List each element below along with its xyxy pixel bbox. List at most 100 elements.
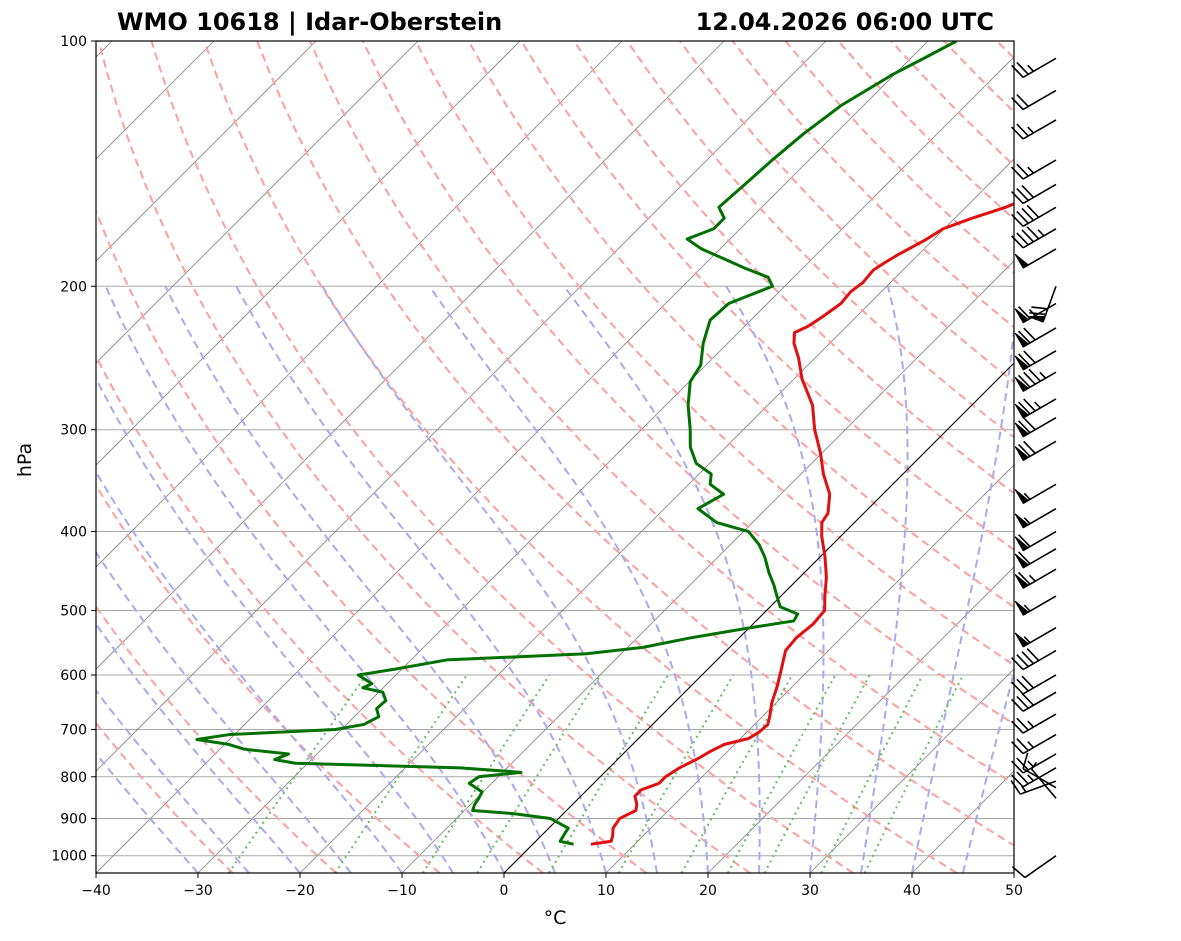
isotherm--100: [96, 41, 317, 262]
y-tick-label-300: 300: [60, 423, 87, 439]
mixing-ratio-0.4: [227, 674, 367, 873]
wind-barb-225: [1014, 327, 1057, 348]
moist-adiabat-10: [235, 285, 607, 873]
isotherm--20: [299, 158, 1014, 873]
x-tick-label-0: 0: [500, 883, 509, 899]
wind-barb-170: [1011, 226, 1057, 249]
moist-adiabat-25: [563, 285, 761, 873]
dry-adiabat-50: [256, 41, 1014, 847]
dry-adiabat-120: [626, 41, 1014, 439]
wind-barb-255: [1014, 368, 1057, 392]
y-axis: 1000 900 800 700 600 500 400 300 200 100: [51, 34, 96, 865]
dry-adiabat-180: [943, 41, 1014, 114]
wind-barb-290: [1014, 417, 1057, 438]
wind-barb-105: [1011, 57, 1057, 78]
moist-adiabat-30: [725, 285, 825, 873]
wind-barb-200: [1027, 285, 1057, 323]
dry-adiabat-10: [96, 208, 648, 873]
dry-adiabat-0: [96, 353, 544, 873]
plot-frame: [95, 40, 1015, 874]
dry-adiabat-130: [679, 41, 1014, 384]
moist-adiabat--15: [96, 550, 352, 873]
moist-adiabat-5: [164, 285, 556, 873]
mixing-ratio-36: [863, 674, 965, 873]
mixing-ratio-8: [617, 674, 735, 873]
mixing-ratio-lines: [227, 674, 965, 873]
y-tick-label-600: 600: [60, 668, 87, 684]
x-axis-label: °C: [544, 907, 567, 929]
moist-adiabat-0: [104, 285, 505, 873]
wind-barb-670: [1011, 713, 1057, 734]
wind-barb-240: [1014, 350, 1057, 371]
wind-barb-125: [1011, 119, 1057, 140]
isotherm-50: [1013, 872, 1014, 873]
isotherm-lines: [96, 41, 1014, 873]
wind-barb-310: [1014, 440, 1057, 462]
moist-adiabat--25: [96, 688, 250, 873]
moist-adiabat-15: [321, 285, 658, 873]
chart-title-time: 12.04.2026 06:00 UTC: [696, 8, 994, 36]
x-tick-label-40: 40: [903, 883, 921, 899]
wind-barb-560: [1011, 648, 1057, 671]
wind-barb-810: [1010, 780, 1057, 795]
isotherm--90: [96, 41, 419, 364]
wind-barb-445: [1014, 568, 1057, 589]
background-lines: [96, 41, 1181, 873]
y-tick-label-500: 500: [60, 603, 87, 619]
mixing-ratio-16: [726, 674, 837, 873]
wind-barb-115: [1011, 89, 1057, 111]
dry-adiabat-80: [414, 41, 1014, 667]
wind-barb-420: [1014, 548, 1057, 569]
moist-adiabat-20: [428, 285, 709, 873]
wind-barb-140: [1011, 159, 1057, 180]
mixing-ratio-2: [422, 674, 551, 873]
moist-adiabat-lines: [96, 285, 1014, 873]
dry-adiabat-150: [784, 41, 1014, 275]
wind-barb-525: [1014, 627, 1057, 648]
dry-adiabat-30: [150, 41, 854, 873]
x-tick-label-50: 50: [1005, 883, 1023, 899]
y-tick-label-800: 800: [60, 770, 87, 786]
wind-barbs: [1010, 57, 1057, 879]
moist-adiabat-45: [962, 669, 1014, 873]
dry-adiabat-160: [837, 41, 1014, 221]
isotherm-30: [809, 668, 1014, 873]
dry-adiabat-90: [467, 41, 1014, 609]
moist-adiabat-35: [860, 286, 909, 873]
y-tick-label-1000: 1000: [51, 849, 87, 865]
moist-adiabat--10: [96, 469, 403, 873]
isotherm-10: [605, 464, 1014, 873]
moist-adiabat--30: [96, 751, 199, 873]
isotherm-20: [707, 566, 1014, 873]
x-tick-label-20: 20: [699, 883, 717, 899]
mixing-ratio-5: [548, 674, 669, 873]
mixing-ratio-3: [476, 674, 602, 873]
dry-adiabat-110: [573, 41, 1014, 495]
y-tick-label-200: 200: [60, 279, 87, 295]
chart-title-station: WMO 10618 | Idar-Oberstein: [117, 8, 502, 36]
dry-adiabat-200: [1050, 41, 1181, 873]
wind-barb-350: [1014, 483, 1057, 504]
isotherm--10: [401, 260, 1014, 873]
wind-barb-400: [1014, 530, 1057, 552]
mixing-ratio-28: [820, 674, 924, 873]
y-axis-label: hPa: [14, 443, 36, 477]
dry-adiabat--10: [96, 483, 441, 873]
moist-adiabat--5: [96, 376, 454, 873]
y-tick-label-700: 700: [60, 723, 87, 739]
temperature-line: [590, 202, 1014, 846]
wind-barb-160: [1011, 204, 1057, 227]
dry-adiabat--20: [96, 605, 337, 873]
y-tick-label-100: 100: [60, 34, 87, 50]
dry-adiabat-40: [203, 41, 958, 873]
x-tick-label--20: −20: [285, 883, 315, 899]
dry-adiabat--30: [96, 721, 234, 873]
wind-barb-600: [1011, 674, 1057, 695]
x-tick-label--30: −30: [183, 883, 213, 899]
y-tick-label-400: 400: [60, 525, 87, 541]
moist-adiabat--20: [96, 622, 301, 873]
wind-barb-150: [1011, 183, 1057, 205]
zero-isotherm: [503, 362, 1014, 873]
dry-adiabat-100: [520, 41, 1014, 551]
